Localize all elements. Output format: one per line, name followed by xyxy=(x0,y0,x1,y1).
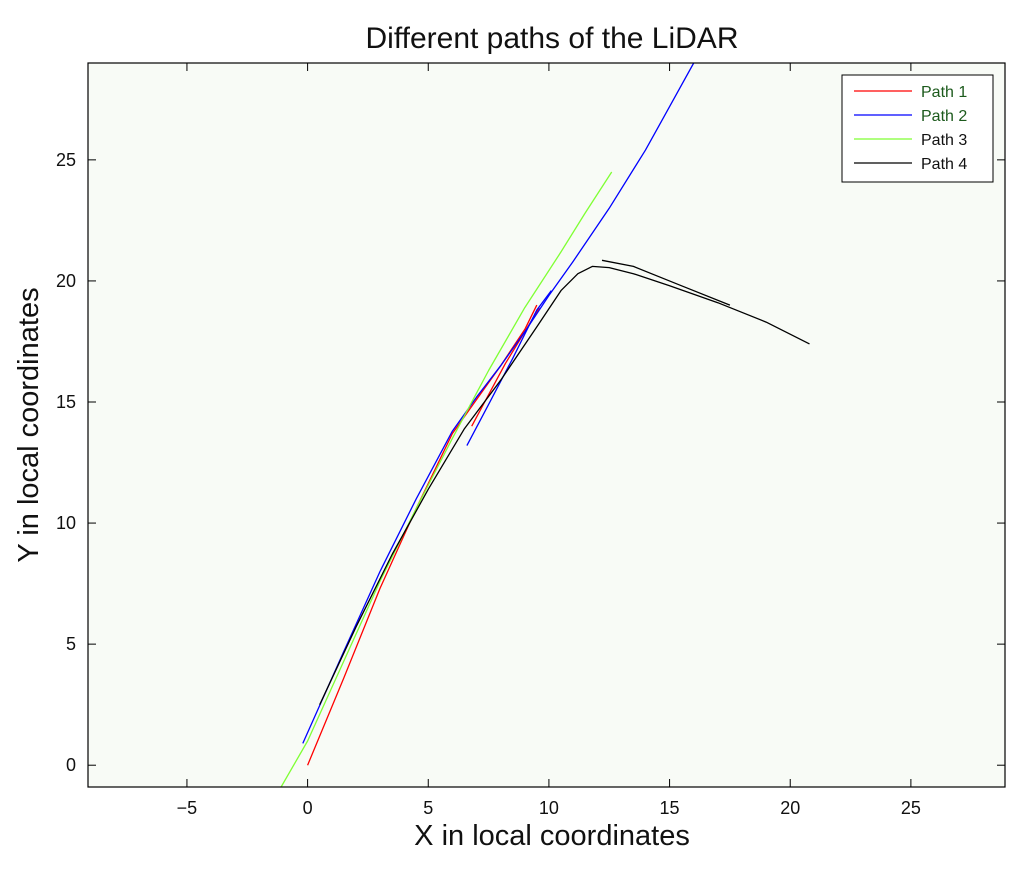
legend-label-path-4: Path 4 xyxy=(921,156,967,173)
legend-label-path-3: Path 3 xyxy=(921,132,967,149)
plot-area xyxy=(88,63,1005,787)
x-tick-label: 5 xyxy=(423,798,433,818)
plot-frame xyxy=(87,62,1006,788)
x-tick-label: 20 xyxy=(780,798,800,818)
axis-ticks: −5 0 5 10 15 20 25 0 5 10 15 20 25 xyxy=(56,63,1005,818)
series-line-path-4 xyxy=(601,259,731,306)
y-tick-label: 25 xyxy=(56,150,76,170)
series-lines xyxy=(280,63,810,787)
y-axis-label: Y in local coordinates xyxy=(13,287,45,562)
y-tick-label: 10 xyxy=(56,513,76,533)
series-line-path-4 xyxy=(319,265,810,705)
series-line-path-1 xyxy=(306,304,538,766)
series-line-path-2 xyxy=(466,290,552,446)
series-line-path-2 xyxy=(302,63,695,744)
x-tick-label: 0 xyxy=(303,798,313,818)
x-tick-label: 25 xyxy=(901,798,921,818)
x-tick-label: −5 xyxy=(177,798,198,818)
y-tick-label: 0 xyxy=(66,755,76,775)
x-tick-label: 10 xyxy=(539,798,559,818)
legend: Path 1 Path 2 Path 3 Path 4 xyxy=(841,74,994,183)
y-tick-label: 20 xyxy=(56,271,76,291)
legend-label-path-1: Path 1 xyxy=(921,84,967,101)
y-tick-label: 5 xyxy=(66,634,76,654)
y-tick-label: 15 xyxy=(56,392,76,412)
x-axis-label: X in local coordinates xyxy=(414,820,690,852)
legend-label-path-2: Path 2 xyxy=(921,108,967,125)
series-line-path-3 xyxy=(280,171,613,787)
legend-box xyxy=(841,74,994,183)
x-tick-label: 15 xyxy=(660,798,680,818)
legend-items: Path 1 Path 2 Path 3 Path 4 xyxy=(854,84,967,173)
chart-title: Different paths of the LiDAR xyxy=(366,22,739,55)
